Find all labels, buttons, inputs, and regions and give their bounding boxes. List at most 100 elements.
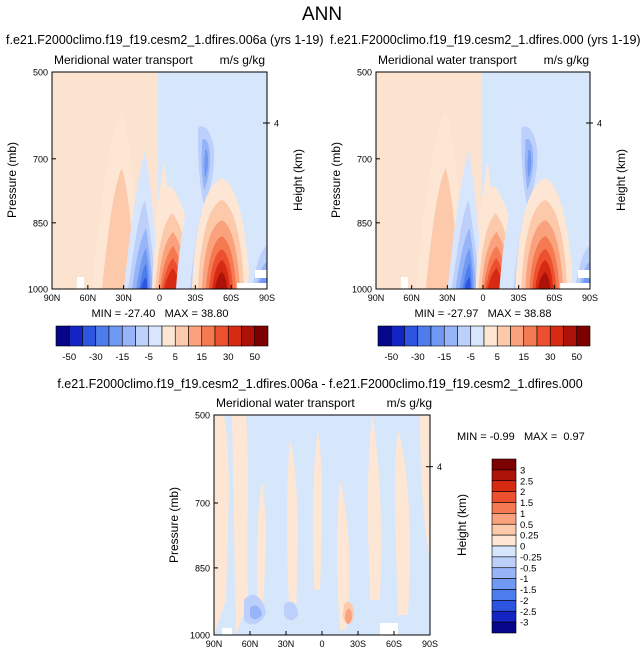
- panel-diff-subtitle-right: m/s g/kg: [387, 396, 432, 410]
- y-tick-label: 850: [33, 218, 48, 228]
- colorbar-swatch: [491, 534, 517, 547]
- panel-a-xticks: 90N 60N 30N 0 30S 60S 90S: [44, 285, 275, 303]
- colorbar-swatch: [491, 523, 517, 536]
- y-tick-label: 850: [195, 563, 210, 573]
- colorbar-label: -30: [411, 352, 425, 363]
- contour-region: [464, 277, 471, 289]
- colorbar-swatch: [254, 325, 269, 347]
- y-tick-label: 1000: [190, 631, 210, 641]
- colorbar-label: -30: [89, 352, 103, 363]
- panel-a-stats: MIN = -27.40 MAX = 38.80: [92, 308, 229, 320]
- x-tick-label: 90N: [368, 293, 385, 303]
- x-tick-label: 90N: [206, 639, 223, 649]
- panel-diff-yticks-right: 4: [426, 462, 442, 472]
- colorbar-label: -50: [384, 352, 398, 363]
- panel-b-shapes: [400, 106, 590, 289]
- colorbar-label: 15: [196, 352, 207, 363]
- missing-data: [255, 270, 267, 278]
- x-tick-label: 60N: [80, 293, 97, 303]
- panel-a-ylabel-right: Height (km): [291, 149, 305, 211]
- missing-data: [222, 628, 232, 635]
- colorbar-swatch: [523, 325, 538, 347]
- contour-region: [164, 268, 180, 289]
- panel-b-ylabel: Pressure (mb): [329, 142, 343, 218]
- x-tick-label: 30S: [511, 293, 527, 303]
- y-tick-label: 500: [195, 411, 210, 421]
- panel-b-yticks: 500 700 850 1000: [352, 68, 380, 295]
- colorbar-swatch: [491, 589, 517, 601]
- panel-b-colorbar: -50 -30 -15 -5 5 15 30 50: [377, 325, 591, 363]
- panel-a-subtitle-left: Meridional water transport: [54, 53, 193, 67]
- y-tick-label: 700: [33, 154, 48, 164]
- colorbar-label: 2: [520, 487, 525, 498]
- colorbar-swatch: [174, 325, 189, 347]
- colorbar-label: 1.5: [520, 498, 533, 509]
- contour-region: [256, 480, 266, 620]
- y-tick-label: 700: [195, 499, 210, 509]
- contour-region: [487, 268, 504, 289]
- contour-region: [215, 272, 227, 289]
- x-tick-label: 30N: [278, 639, 295, 649]
- x-tick-label: 0: [157, 293, 162, 303]
- contour-region: [232, 415, 248, 635]
- panel-diff-yticks: 500 700 850 1000: [190, 411, 218, 641]
- panel-b-subtitle-right: m/s g/kg: [544, 53, 589, 67]
- colorbar-swatch: [483, 325, 498, 347]
- panel-b-ylabel-right: Height (km): [614, 149, 628, 211]
- panel-diff-title: f.e21.F2000climo.f19_f19.cesm2_1.dfires.…: [57, 377, 582, 391]
- contour-region: [250, 605, 262, 620]
- panel-b-stats: MIN = -27.97 MAX = 38.88: [415, 308, 552, 320]
- x-tick-label: 60N: [242, 639, 259, 649]
- y-tick-label: 850: [357, 218, 372, 228]
- colorbar-swatch: [491, 491, 517, 503]
- x-tick-label: 30N: [115, 293, 132, 303]
- colorbar-label: 50: [249, 352, 260, 363]
- colorbar-swatch: [470, 325, 485, 347]
- colorbar-label: -0.25: [520, 552, 542, 563]
- colorbar-swatch: [417, 325, 432, 347]
- x-tick-label: 90S: [582, 293, 598, 303]
- colorbar-label: -5: [467, 352, 475, 363]
- colorbar-label: -2.5: [520, 607, 536, 618]
- colorbar-label: 0.5: [520, 520, 533, 531]
- colorbar-swatch: [536, 325, 551, 347]
- colorbar-swatch: [377, 325, 392, 347]
- colorbar-swatch: [496, 325, 511, 347]
- contour-region: [420, 415, 430, 560]
- colorbar-swatch: [201, 325, 216, 347]
- panel-a: f.e21.F2000climo.f19_f19.cesm2_1.dfires.…: [5, 33, 324, 363]
- colorbar-label: -3: [520, 618, 528, 629]
- x-tick-label: 60S: [223, 293, 239, 303]
- colorbar-label: 0: [520, 542, 525, 553]
- colorbar-swatch: [55, 325, 70, 347]
- colorbar-swatch: [443, 325, 458, 347]
- colorbar-swatch: [390, 325, 405, 347]
- contour-region: [337, 480, 350, 630]
- panel-a-subtitle-right: m/s g/kg: [220, 53, 265, 67]
- panel-a-yticks: 500 700 850 1000: [28, 68, 56, 295]
- colorbar-swatch: [510, 325, 525, 347]
- colorbar-swatch: [148, 325, 163, 347]
- panel-diff-contours: [214, 415, 430, 635]
- colorbar-swatch: [491, 502, 517, 514]
- panel-a-ylabel: Pressure (mb): [5, 142, 19, 218]
- contour-region: [141, 277, 147, 289]
- panel-diff-colorbar: 32.521.510.50.250-0.25-0.5-1-1.5-2-2.5-3: [491, 458, 542, 634]
- panel-a-shapes: [77, 106, 267, 289]
- contour-region: [394, 430, 410, 615]
- colorbar-label: 30: [545, 352, 556, 363]
- colorbar-label: 1: [520, 509, 525, 520]
- colorbar-label: 5: [495, 352, 500, 363]
- panel-diff-stats: MIN = -0.99 MAX = 0.97: [457, 431, 585, 443]
- contour-region: [368, 415, 382, 600]
- panel-diff-xticks: 90N 60N 30N 0 30S 60S 90S: [206, 631, 438, 649]
- missing-data: [400, 277, 408, 289]
- colorbar-swatch: [491, 600, 517, 612]
- panel-b: f.e21.F2000climo.f19_f19.cesm2_1.dfires.…: [329, 33, 641, 363]
- colorbar-label: 3: [520, 465, 525, 476]
- contour-region: [538, 272, 551, 289]
- colorbar-swatch: [491, 480, 517, 492]
- colorbar-swatch: [491, 578, 517, 590]
- missing-data: [237, 283, 267, 289]
- x-tick-label: 0: [480, 293, 485, 303]
